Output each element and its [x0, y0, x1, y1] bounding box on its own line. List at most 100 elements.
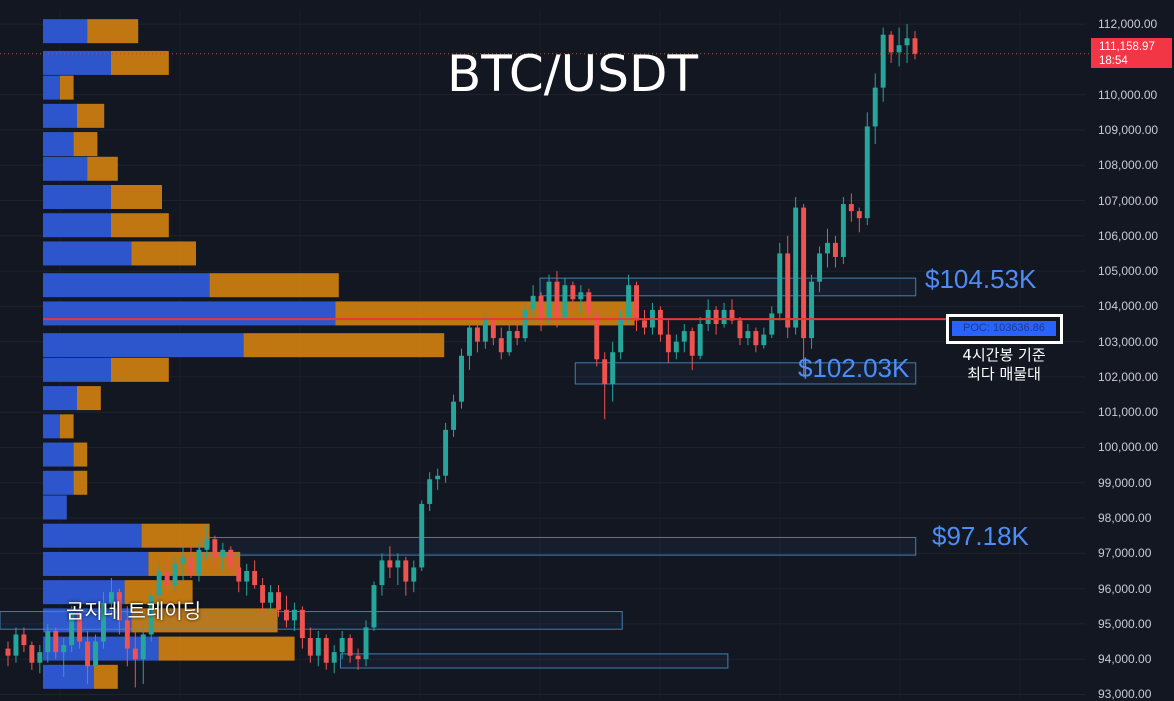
- poc-annotation-line1: 4시간봉 기준: [962, 346, 1046, 364]
- poc-label: POC: 103636.86: [952, 321, 1056, 336]
- volume-profile-buy: [43, 156, 88, 181]
- candle-countdown: 18:54: [1099, 55, 1128, 67]
- candle-body: [443, 429, 449, 476]
- candle-body: [809, 281, 815, 339]
- candle-body: [729, 309, 735, 321]
- volume-profile-buy: [43, 301, 336, 326]
- candle-body: [602, 359, 608, 384]
- volume-profile-sell: [111, 50, 169, 75]
- volume-profile-sell: [60, 414, 74, 439]
- volume-profile-sell: [141, 523, 210, 548]
- candle-body: [204, 539, 210, 550]
- candle-body: [896, 45, 902, 53]
- candle-body: [85, 641, 91, 667]
- candle-body: [355, 655, 361, 660]
- volume-profile-buy: [43, 414, 60, 439]
- level-label-102k: $102.03K: [798, 353, 910, 383]
- candle-body: [108, 592, 114, 603]
- candle-body: [395, 560, 401, 568]
- candle-body: [451, 401, 457, 430]
- candle-body: [140, 634, 146, 660]
- candle-body: [21, 634, 27, 646]
- candle-body: [339, 638, 345, 653]
- candle-body: [801, 207, 807, 339]
- volume-profile-buy: [43, 184, 111, 209]
- candle-body: [331, 652, 337, 663]
- y-tick-label: 109,000.00: [1098, 122, 1159, 137]
- volume-profile-buy: [43, 333, 244, 358]
- level-zone: [574, 362, 917, 385]
- y-tick-label: 98,000.00: [1098, 511, 1152, 526]
- poc-annotation-line2: 최다 매물대: [967, 365, 1041, 383]
- candle-body: [474, 327, 480, 342]
- level-label-97k: $97.18K: [932, 521, 1029, 551]
- y-tick-label: 101,000.00: [1098, 405, 1159, 420]
- candle-body: [323, 638, 329, 663]
- candle-body: [466, 327, 472, 356]
- poc-callout: POC: 103636.86: [946, 314, 1063, 344]
- candle-body: [848, 204, 854, 212]
- volume-profile-sell: [60, 75, 74, 100]
- candle-body: [705, 309, 711, 325]
- candle-body: [403, 560, 409, 582]
- candle-body: [77, 613, 83, 642]
- watermark: 곰지네 트레이딩: [66, 599, 202, 623]
- candle-body: [69, 613, 75, 646]
- candle-body: [188, 556, 194, 575]
- candle-body: [586, 292, 592, 314]
- candle-body: [260, 585, 266, 603]
- candle-body: [371, 585, 377, 628]
- candle-body: [840, 204, 846, 257]
- candle-body: [753, 331, 759, 346]
- candle-body: [737, 320, 743, 339]
- candle-body: [276, 592, 281, 610]
- volume-profile-buy: [43, 103, 77, 128]
- volume-profile-sell: [111, 213, 169, 238]
- candle-body: [538, 295, 544, 321]
- candle-body: [610, 352, 616, 384]
- candle-body: [562, 285, 568, 317]
- candle-body: [626, 285, 632, 317]
- candle-body: [435, 475, 441, 480]
- candle-body: [132, 648, 138, 660]
- volume-profile-buy: [43, 50, 111, 75]
- candle-body: [793, 207, 799, 328]
- chart-title: BTC/USDT: [446, 45, 699, 103]
- candle-body: [196, 549, 202, 575]
- candle-body: [745, 331, 751, 339]
- candle-body: [45, 630, 51, 653]
- volume-profile-sell: [77, 103, 105, 128]
- y-tick-label: 102,000.00: [1098, 369, 1159, 384]
- candle-body: [148, 595, 154, 635]
- candle-body: [37, 652, 43, 663]
- candle-body: [689, 331, 695, 356]
- level-zones: [0, 277, 917, 669]
- volume-profile-buy: [43, 213, 111, 238]
- volume-profile-sell: [243, 333, 445, 358]
- candle-body: [116, 592, 122, 621]
- y-tick-label: 107,000.00: [1098, 193, 1159, 208]
- candle-body: [912, 38, 918, 54]
- candle-body: [825, 242, 830, 254]
- candle-body: [490, 316, 496, 339]
- volume-profile-buy: [43, 132, 74, 157]
- candle-body: [681, 331, 687, 342]
- candle-body: [379, 560, 385, 586]
- y-tick-label: 94,000.00: [1098, 652, 1152, 667]
- candle-body: [363, 627, 369, 660]
- candle-body: [554, 281, 560, 317]
- candle-body: [578, 292, 584, 300]
- candle-body: [315, 638, 321, 656]
- candle-body: [864, 126, 870, 219]
- candle-body: [594, 313, 600, 360]
- volume-profile-buy: [43, 357, 111, 382]
- volume-profile-buy: [43, 386, 77, 411]
- volume-profile-sell: [77, 386, 101, 411]
- poc-annotation: 4시간봉 기준 최다 매물대: [940, 346, 1068, 384]
- candle-body: [498, 338, 504, 353]
- volume-profile-buy: [43, 664, 94, 689]
- candle-body: [522, 309, 528, 339]
- candle-body: [761, 334, 767, 346]
